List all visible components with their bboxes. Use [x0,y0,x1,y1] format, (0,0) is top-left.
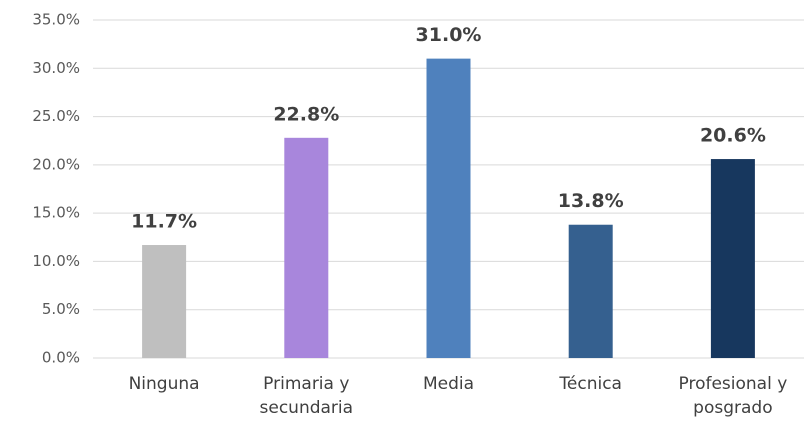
x-label-box: Técnica [559,374,622,394]
bar [426,58,471,358]
x-tick-label: Ninguna [128,374,200,394]
x-label-box: Ninguna [128,374,200,394]
bar [710,159,755,358]
x-label-box: Profesional y posgrado [678,374,788,418]
value-label: 22.8% [273,103,339,125]
bar [568,224,613,358]
x-tick-label: Media [422,374,475,394]
bar [142,245,187,358]
x-tick-label: Profesional y posgrado [678,374,788,418]
x-label-box: Primaria y secundaria [259,374,354,418]
y-tick-label: 20.0% [32,155,80,173]
y-tick-label: 15.0% [32,204,80,222]
y-tick-label: 5.0% [42,300,80,318]
y-tick-label: 35.0% [32,11,80,29]
y-tick-label: 0.0% [42,349,80,367]
value-label: 11.7% [131,211,197,233]
x-tick-label: Primaria y secundaria [259,374,354,418]
y-tick-label: 10.0% [32,252,80,270]
x-label-box: Media [422,374,475,394]
bar [284,137,329,358]
value-label: 31.0% [416,24,482,46]
y-tick-label: 25.0% [32,107,80,125]
value-label: 13.8% [558,190,624,212]
value-label: 20.6% [700,125,766,147]
x-tick-label: Técnica [559,374,622,394]
y-tick-label: 30.0% [32,59,80,77]
